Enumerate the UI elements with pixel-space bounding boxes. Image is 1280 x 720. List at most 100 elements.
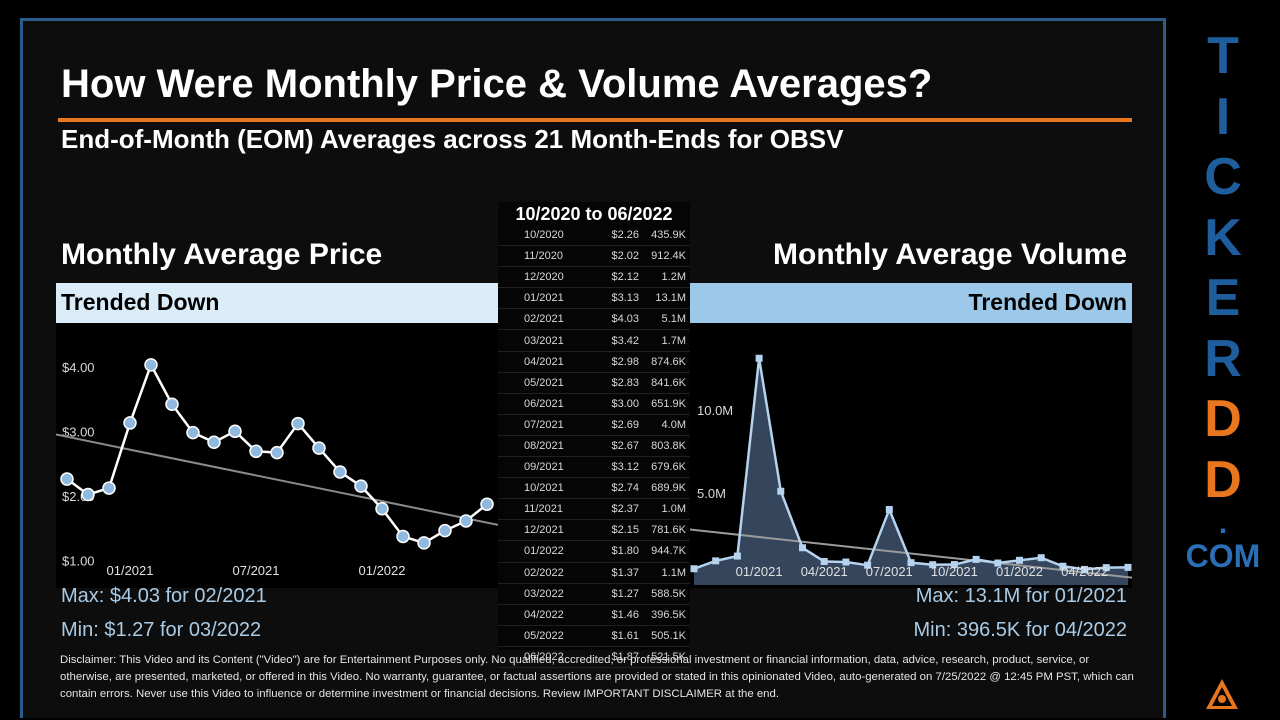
row-date: 11/2020 xyxy=(498,245,594,268)
row-volume: 396.5K xyxy=(639,604,690,626)
y-tick-label: $1.00 xyxy=(62,553,95,568)
data-point xyxy=(994,559,1002,567)
data-point xyxy=(929,561,937,569)
table-row: 03/2021 $3.42 1.7M xyxy=(498,329,690,352)
data-point xyxy=(777,487,785,495)
row-volume: 689.9K xyxy=(639,477,690,500)
volume-area xyxy=(694,358,1128,585)
row-volume: 1.2M xyxy=(639,266,690,289)
data-point xyxy=(972,555,980,563)
row-price: $2.15 xyxy=(594,519,639,542)
page-title: How Were Monthly Price & Volume Averages… xyxy=(61,62,933,106)
brand-dot: . xyxy=(1218,507,1228,540)
row-date: 06/2022 xyxy=(498,646,594,668)
data-point xyxy=(81,487,95,502)
row-price: $4.03 xyxy=(594,308,639,331)
row-price: $2.02 xyxy=(594,245,639,268)
price-trend-banner: Trended Down xyxy=(56,283,498,323)
data-point xyxy=(733,552,741,560)
x-tick-label: 04/2021 xyxy=(801,564,848,579)
row-price: $3.00 xyxy=(594,393,639,415)
row-price: $2.37 xyxy=(594,498,639,521)
row-volume: 435.9K xyxy=(639,225,690,247)
row-date: 04/2021 xyxy=(498,351,594,373)
row-volume: 1.7M xyxy=(639,329,690,352)
data-point xyxy=(712,557,720,565)
x-tick-label: 01/2022 xyxy=(996,564,1043,579)
row-date: 05/2021 xyxy=(498,372,594,394)
data-point xyxy=(207,435,221,450)
brand-letter: K xyxy=(1204,208,1242,267)
row-volume: 781.6K xyxy=(639,519,690,542)
row-price: $3.42 xyxy=(594,329,639,352)
table-row: 01/2022 $1.80 944.7K xyxy=(498,540,690,563)
x-tick-label: 04/2022 xyxy=(1061,564,1108,579)
row-date: 06/2021 xyxy=(498,393,594,415)
row-date: 10/2021 xyxy=(498,477,594,500)
price-chart: $1.00 $2.00 $3.00 $4.00 01/2021 07/2021 01/202… xyxy=(55,323,499,588)
row-price: $2.67 xyxy=(594,435,639,458)
data-point xyxy=(1037,554,1045,562)
row-volume: 874.6K xyxy=(639,351,690,373)
row-date: 08/2021 xyxy=(498,435,594,458)
table-row: 12/2020 $2.12 1.2M xyxy=(498,266,690,289)
row-price: $1.37 xyxy=(594,562,639,584)
row-date: 12/2021 xyxy=(498,519,594,542)
row-price: $1.61 xyxy=(594,625,639,647)
data-point xyxy=(864,561,872,569)
brand-letter: C xyxy=(1204,148,1242,206)
table-row: 07/2021 $2.69 4.0M xyxy=(498,414,690,436)
row-volume: 803.8K xyxy=(639,435,690,458)
data-point xyxy=(755,354,763,362)
trend-line xyxy=(55,433,499,526)
title-divider xyxy=(58,118,1132,122)
table-date-range: 10/2020 to 06/2022 xyxy=(515,204,673,224)
data-point xyxy=(375,501,389,516)
volume-chart-svg: 5.0M 10.0M 01/2021 04/2021 07/2021 10/2021 01/… xyxy=(689,354,1133,585)
table-row: 04/2021 $2.98 874.6K xyxy=(498,351,690,373)
data-point xyxy=(228,424,242,439)
row-volume: 841.6K xyxy=(639,372,690,394)
table-row: 06/2022 $1.87 521.5K xyxy=(498,646,690,668)
data-point xyxy=(354,479,368,493)
brand-com: COM xyxy=(1185,538,1261,574)
data-point xyxy=(144,358,158,372)
row-date: 12/2020 xyxy=(498,266,594,289)
data-point xyxy=(270,445,284,460)
row-price: $1.46 xyxy=(594,604,639,626)
row-volume: 679.6K xyxy=(639,456,690,479)
brand-letter: D xyxy=(1204,450,1242,509)
data-point xyxy=(907,559,915,567)
row-date: 05/2022 xyxy=(498,625,594,647)
y-tick-label: 10.0M xyxy=(697,403,733,418)
x-tick-label: 01/2022 xyxy=(359,563,406,578)
y-tick-label: 5.0M xyxy=(697,486,726,501)
row-volume: 1.0M xyxy=(639,498,690,521)
table-row: 11/2021 $2.37 1.0M xyxy=(498,498,690,521)
y-tick-label: $3.00 xyxy=(62,424,95,439)
row-volume: 13.1M xyxy=(639,287,690,310)
row-volume: 588.5K xyxy=(639,583,690,605)
row-price: $3.12 xyxy=(594,456,639,479)
row-date: 04/2022 xyxy=(498,604,594,626)
table-row: 02/2021 $4.03 5.1M xyxy=(498,308,690,331)
price-panel-title: Monthly Average Price xyxy=(61,238,383,271)
row-date: 01/2021 xyxy=(498,287,594,310)
data-point xyxy=(1016,556,1023,564)
data-point xyxy=(165,397,179,411)
volume-min-stat: Min: 396.5K for 04/2022 xyxy=(913,619,1127,641)
data-point xyxy=(1059,562,1067,570)
y-tick-label: $4.00 xyxy=(62,360,95,375)
volume-panel-title: Monthly Average Volume xyxy=(773,238,1127,271)
volume-max-stat: Max: 13.1M for 01/2021 xyxy=(915,585,1127,607)
page-subtitle: End-of-Month (EOM) Averages across 21 Mo… xyxy=(61,124,844,154)
row-volume: 912.4K xyxy=(639,245,690,268)
row-date: 02/2021 xyxy=(498,308,594,331)
row-price: $1.87 xyxy=(594,646,639,668)
row-price: $2.83 xyxy=(594,372,639,394)
data-point xyxy=(1102,564,1110,572)
table-row: 01/2021 $3.13 13.1M xyxy=(498,287,690,310)
table-row: 09/2021 $3.12 679.6K xyxy=(498,456,690,479)
table-row: 05/2022 $1.61 505.1K xyxy=(498,625,690,647)
brand-letter: D xyxy=(1204,390,1242,448)
